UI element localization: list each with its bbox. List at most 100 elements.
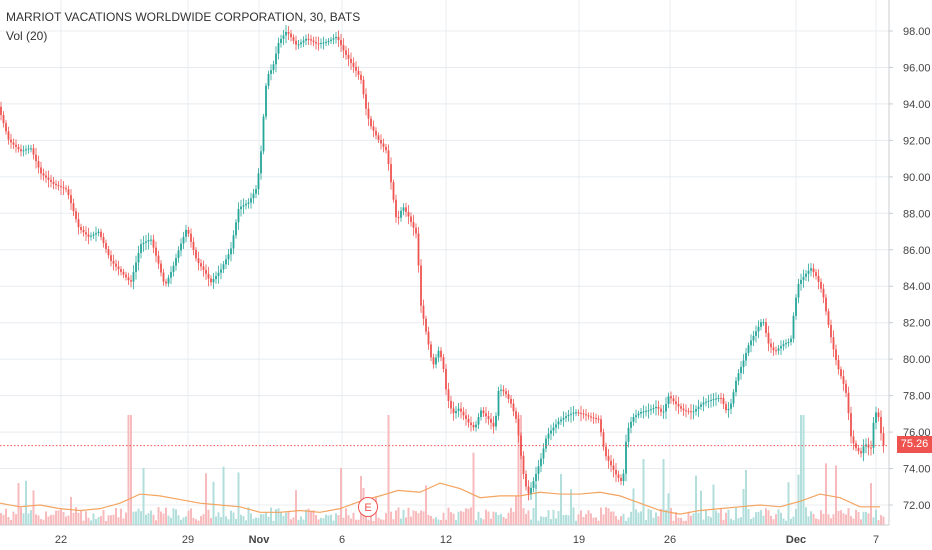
- candle-body: [242, 205, 245, 207]
- candle-body: [787, 341, 790, 344]
- volume-bar: [492, 511, 495, 525]
- volume-bar: [655, 512, 657, 525]
- earnings-event-marker[interactable]: E: [358, 497, 378, 517]
- candle-body: [715, 398, 717, 400]
- volume-bar: [580, 510, 582, 525]
- volume-bar: [235, 519, 237, 525]
- candle-body: [260, 151, 262, 174]
- volume-bar: [575, 520, 577, 525]
- volume-bar: [317, 519, 320, 525]
- volume-bar: [340, 467, 342, 525]
- candle-body: [202, 266, 205, 270]
- candle-body: [685, 410, 687, 412]
- volume-bar: [105, 520, 107, 525]
- volume-bar: [82, 520, 85, 525]
- candle-body: [507, 394, 510, 399]
- volume-indicator-label[interactable]: Vol (20): [6, 29, 48, 43]
- volume-bar: [95, 518, 97, 525]
- volume-bar: [717, 512, 720, 525]
- volume-bar: [645, 520, 647, 525]
- candle-body: [672, 398, 675, 402]
- volume-bar: [420, 510, 422, 525]
- candle-body: [432, 357, 435, 365]
- volume-bar: [735, 507, 737, 525]
- volume-bar: [20, 507, 22, 525]
- volume-bar: [465, 508, 467, 525]
- volume-bar: [77, 512, 80, 525]
- candle-body: [820, 281, 822, 289]
- candle-body: [287, 32, 290, 34]
- volume-bar: [387, 415, 390, 525]
- candle-body: [375, 130, 377, 136]
- volume-bar: [85, 511, 87, 525]
- volume-bar: [875, 509, 877, 525]
- candle-body: [635, 415, 637, 417]
- candle-body: [400, 210, 402, 218]
- candle-body: [577, 412, 580, 414]
- candle-body: [197, 258, 200, 264]
- volume-bar: [880, 515, 882, 525]
- volume-bar: [817, 519, 820, 525]
- candle-body: [840, 369, 842, 377]
- volume-bar: [472, 452, 475, 525]
- volume-bar: [305, 509, 307, 525]
- candle-body: [300, 42, 302, 45]
- volume-bar: [497, 514, 500, 525]
- candle-body: [847, 392, 850, 414]
- volume-bar: [127, 415, 130, 525]
- volume-bar: [785, 520, 787, 525]
- candle-body: [830, 324, 832, 338]
- volume-bar: [765, 508, 767, 525]
- candle-body: [22, 150, 25, 152]
- volume-bar: [437, 519, 440, 525]
- volume-bar: [455, 520, 457, 525]
- volume-bar: [250, 513, 252, 525]
- volume-bar: [835, 465, 837, 525]
- volume-bar: [505, 518, 507, 525]
- candle-body: [110, 255, 112, 261]
- candle-body: [255, 189, 257, 194]
- candle-body: [752, 335, 755, 341]
- volume-bar: [115, 507, 117, 525]
- volume-bar: [450, 512, 452, 525]
- volume-bar: [395, 510, 397, 525]
- candle-body: [537, 466, 540, 474]
- volume-bar: [560, 473, 562, 525]
- candle-body: [395, 199, 397, 218]
- candle-body: [40, 167, 42, 174]
- volume-bar: [245, 520, 247, 525]
- volume-bar: [677, 517, 680, 525]
- volume-bar: [247, 507, 250, 525]
- candle-body: [425, 318, 427, 332]
- candle-body: [90, 235, 92, 237]
- candle-body: [135, 262, 137, 273]
- candle-body: [492, 422, 495, 427]
- volume-bar: [45, 511, 47, 525]
- candle-body: [815, 272, 817, 276]
- volume-bar: [145, 514, 147, 525]
- candle-body: [717, 397, 720, 399]
- volume-bar: [15, 514, 17, 525]
- volume-bar: [377, 517, 380, 525]
- volume-bar: [35, 514, 37, 525]
- candle-body: [547, 433, 550, 439]
- volume-bar: [740, 517, 742, 525]
- volume-bar: [617, 519, 620, 525]
- candle-body: [480, 410, 482, 418]
- candle-body: [827, 311, 830, 325]
- candle-body: [620, 477, 622, 481]
- candle-body: [390, 164, 392, 183]
- volume-bar: [185, 516, 187, 525]
- volume-bar: [132, 511, 135, 525]
- volume-bar: [37, 515, 40, 525]
- candle-body: [277, 43, 280, 54]
- candle-body: [350, 58, 352, 63]
- candle-body: [280, 38, 282, 44]
- volume-bar: [500, 513, 502, 525]
- candle-body: [765, 322, 767, 333]
- volume-bar: [5, 508, 7, 525]
- volume-bar: [562, 515, 565, 525]
- candle-body: [430, 344, 432, 358]
